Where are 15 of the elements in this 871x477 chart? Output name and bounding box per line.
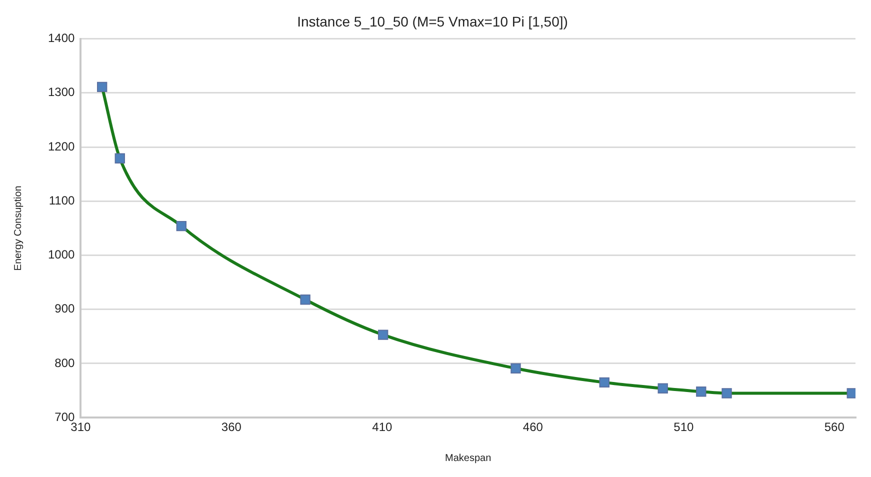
x-tick-label: 460 [522, 420, 544, 434]
x-tick-label: 560 [824, 420, 845, 434]
y-tick-label: 1100 [48, 193, 76, 208]
y-tick-label: 900 [54, 302, 76, 316]
x-tick-label: 360 [221, 420, 242, 434]
chart-title: Instance 5_10_50 (M=5 Vmax=10 Pi [1,50]) [297, 13, 568, 30]
x-tick-label: 410 [372, 420, 393, 434]
x-tick-label: 510 [674, 420, 694, 434]
y-tick-label: 1000 [48, 248, 76, 262]
x-axis-title: Makespan [445, 452, 492, 464]
y-tick-label: 1400 [48, 31, 76, 46]
y-tick-label: 800 [54, 356, 76, 370]
y-axis-title: Energy Consuption [12, 186, 24, 271]
y-tick-label: 1300 [48, 85, 76, 100]
y-tick-label: 1200 [48, 139, 76, 154]
